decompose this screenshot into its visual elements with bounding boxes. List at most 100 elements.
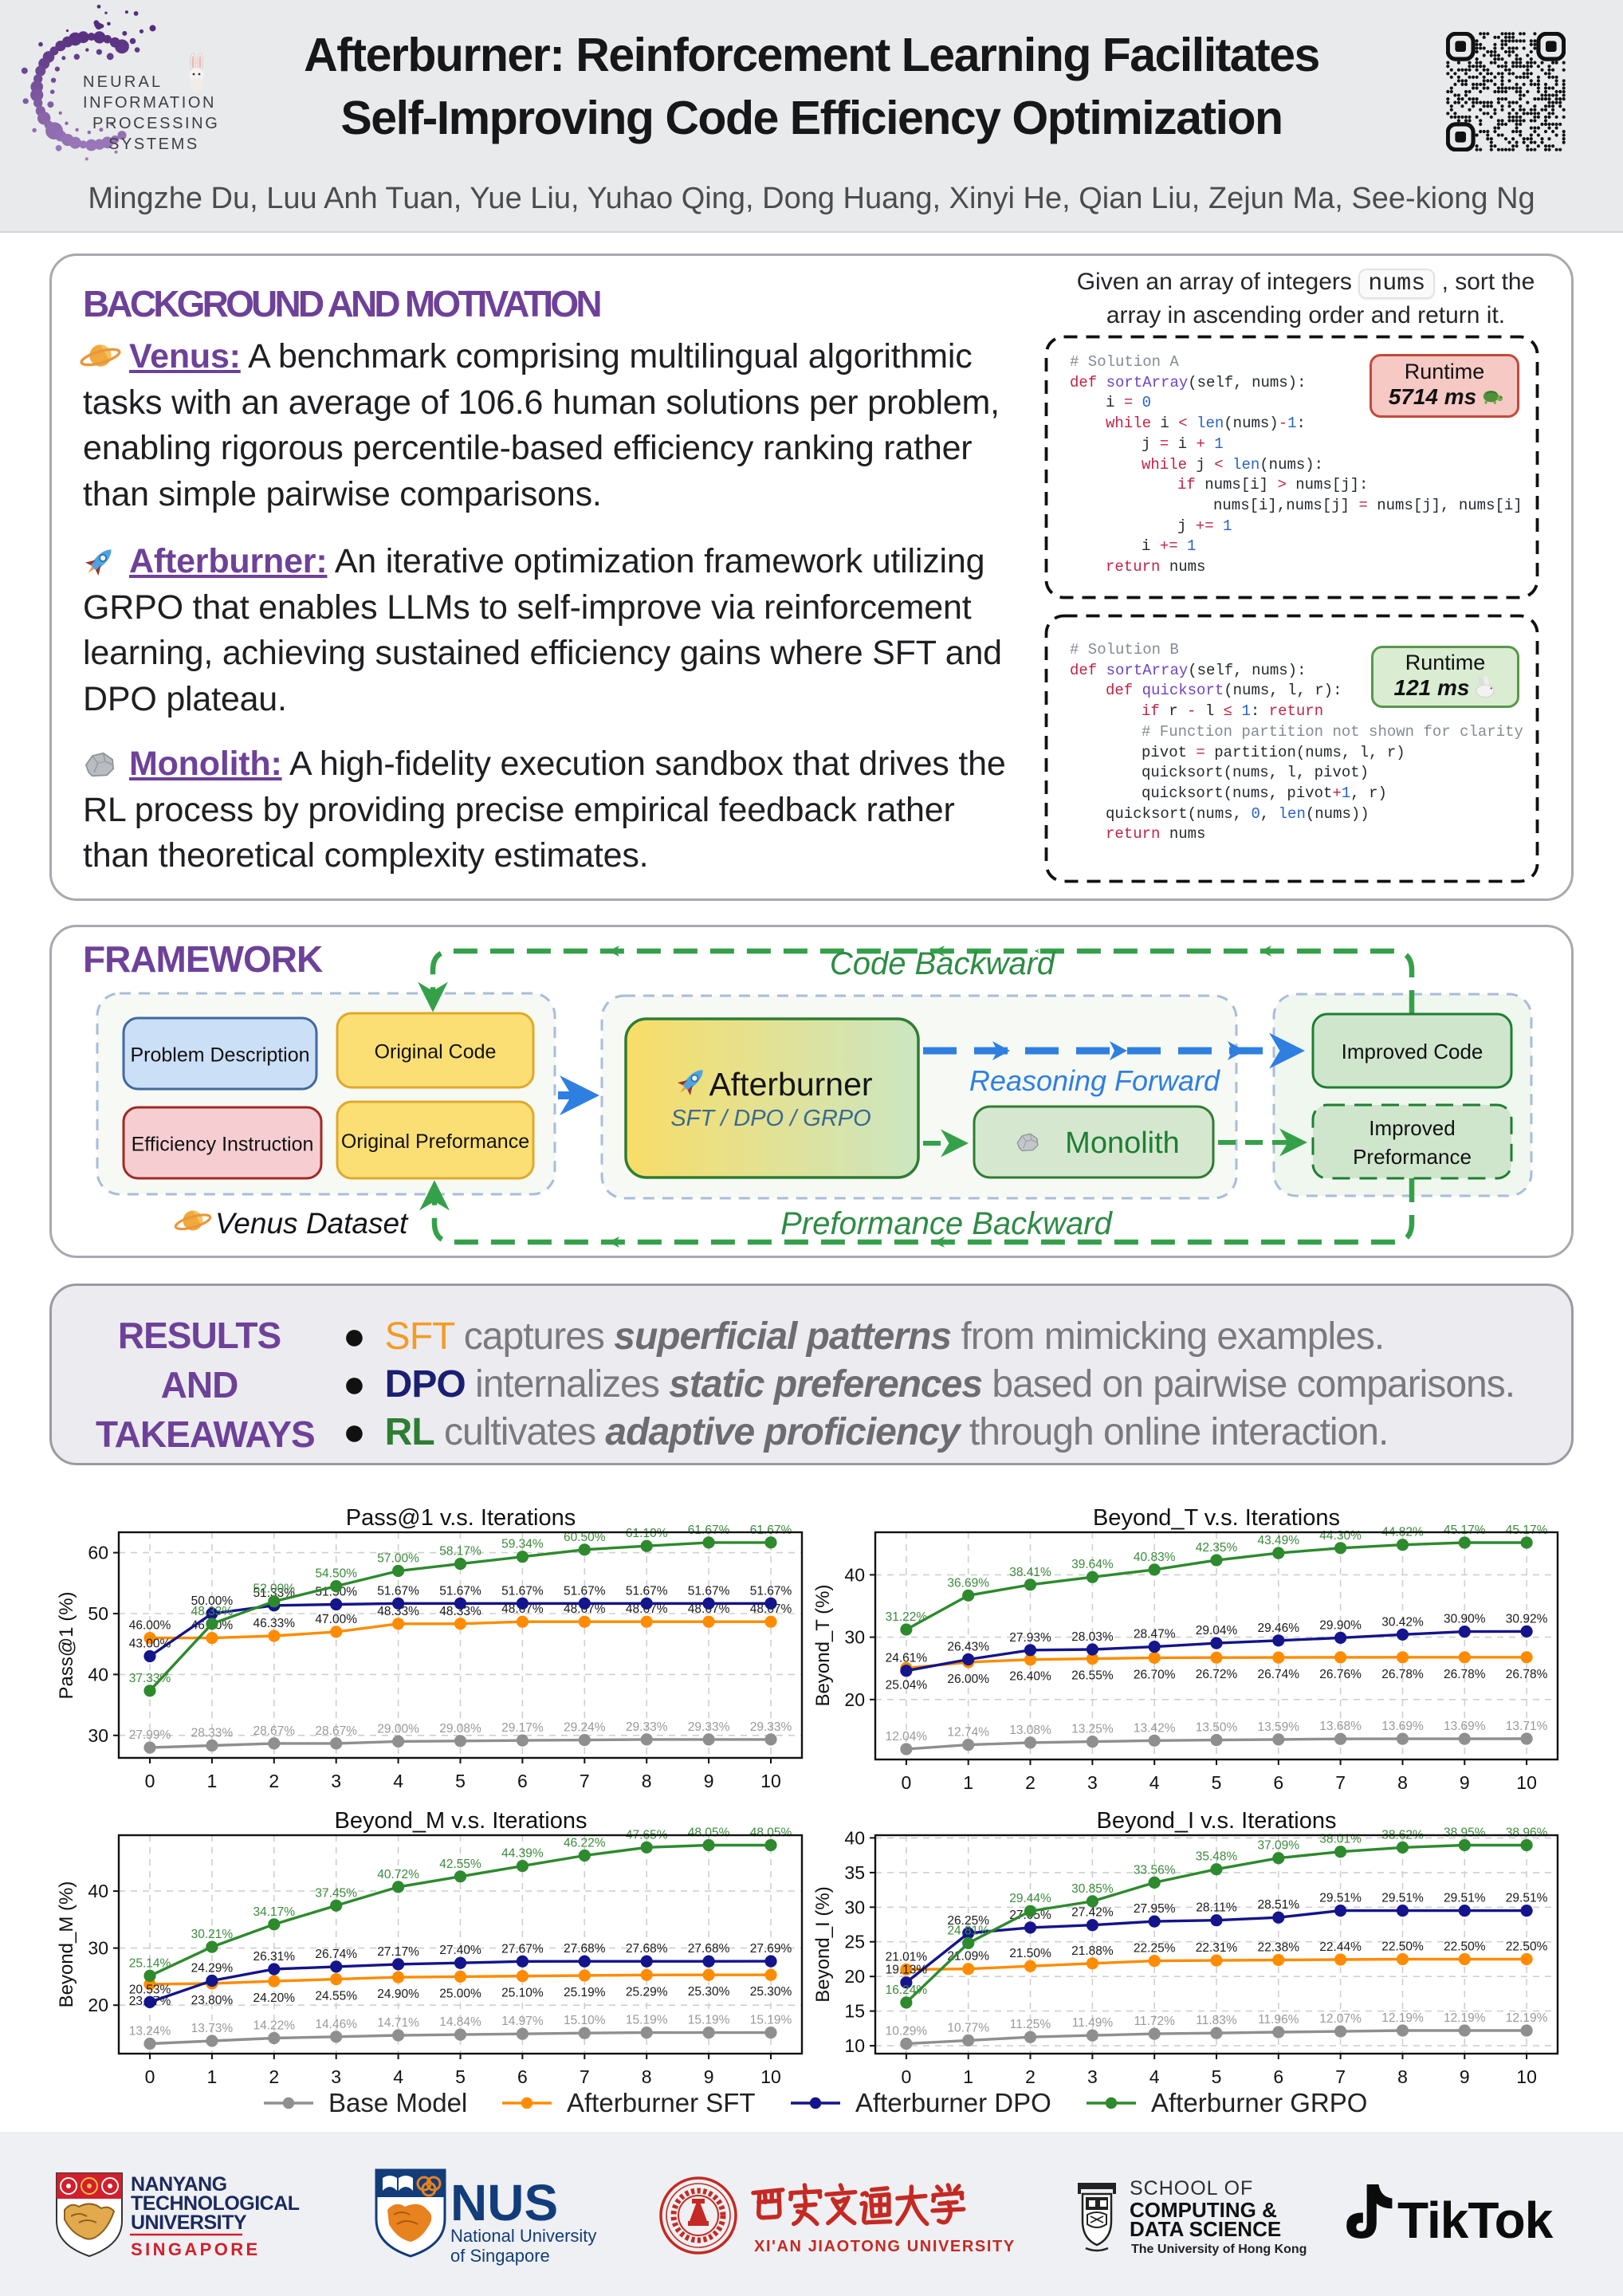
svg-text:30: 30	[88, 1938, 108, 1959]
svg-text:26.55%: 26.55%	[1071, 1669, 1114, 1683]
svg-text:10: 10	[760, 2066, 781, 2087]
svg-text:26.70%: 26.70%	[1134, 1668, 1176, 1681]
svg-text:25.10%: 25.10%	[501, 1987, 544, 2000]
svg-text:Code Backward: Code Backward	[830, 946, 1056, 981]
svg-text:10: 10	[760, 1771, 781, 1791]
svg-text:30.21%: 30.21%	[191, 1928, 234, 1941]
svg-text:SINGAPORE: SINGAPORE	[131, 2239, 261, 2259]
svg-text:2: 2	[269, 2066, 279, 2087]
svg-text:26.31%: 26.31%	[253, 1950, 296, 1964]
svg-text:2: 2	[1025, 2066, 1035, 2087]
svg-text:Afterburner SFT: Afterburner SFT	[567, 2088, 756, 2117]
svg-text:25.30%: 25.30%	[750, 1985, 792, 1999]
svg-text:26.43%: 26.43%	[947, 1641, 989, 1654]
svg-text:Problem Description: Problem Description	[130, 1044, 309, 1067]
svg-text:9: 9	[704, 2066, 714, 2087]
svg-text:XI'AN JIAOTONG UNIVERSITY: XI'AN JIAOTONG UNIVERSITY	[754, 2238, 1016, 2255]
svg-text:3: 3	[1087, 2066, 1098, 2087]
svg-text:7: 7	[1335, 2066, 1346, 2087]
svg-text:25.30%: 25.30%	[688, 1985, 730, 1999]
svg-text:13.50%: 13.50%	[1196, 1721, 1238, 1735]
svg-text:29.33%: 29.33%	[626, 1720, 668, 1734]
svg-text:25.19%: 25.19%	[564, 1986, 606, 1999]
svg-text:50.00%: 50.00%	[191, 1594, 234, 1608]
svg-text:Improved: Improved	[1369, 1116, 1455, 1140]
svg-text:30.90%: 30.90%	[1444, 1613, 1486, 1626]
svg-text:20: 20	[88, 1995, 108, 2015]
svg-text:2: 2	[1025, 1772, 1035, 1793]
svg-text:45.17%: 45.17%	[1444, 1523, 1486, 1537]
svg-text:29.51%: 29.51%	[1319, 1892, 1362, 1905]
svg-text:24.61%: 24.61%	[886, 1652, 928, 1665]
svg-text:48.33%: 48.33%	[377, 1605, 419, 1618]
svg-text:Pass@1 v.s. Iterations: Pass@1 v.s. Iterations	[346, 1505, 576, 1531]
svg-text:30.42%: 30.42%	[1381, 1615, 1424, 1629]
svg-text:15.19%: 15.19%	[688, 2014, 730, 2027]
svg-text:30: 30	[844, 1897, 865, 1917]
svg-text:Monolith: Monolith	[1065, 1126, 1180, 1160]
svg-text:60: 60	[88, 1543, 108, 1563]
svg-text:50: 50	[88, 1603, 108, 1624]
svg-text:40: 40	[844, 1827, 865, 1848]
svg-text:Efficiency Instruction: Efficiency Instruction	[132, 1134, 314, 1156]
svg-text:42.55%: 42.55%	[439, 1858, 481, 1871]
svg-text:1: 1	[207, 1771, 218, 1791]
svg-text:29.33%: 29.33%	[688, 1720, 730, 1734]
svg-text:24.20%: 24.20%	[253, 1991, 296, 2005]
svg-text:13.08%: 13.08%	[1009, 1724, 1051, 1737]
svg-text:29.51%: 29.51%	[1506, 1892, 1548, 1905]
svg-text:51.33%: 51.33%	[253, 1586, 296, 1600]
svg-text:TikTok: TikTok	[1397, 2192, 1554, 2249]
svg-text:26.40%: 26.40%	[1009, 1670, 1051, 1684]
svg-text:Afterburner: Afterburner	[709, 1066, 872, 1103]
svg-text:20.53%: 20.53%	[129, 1983, 171, 1996]
svg-text:28.51%: 28.51%	[1258, 1898, 1300, 1912]
svg-text:Original Preformance: Original Preformance	[341, 1130, 529, 1153]
svg-text:15.10%: 15.10%	[564, 2014, 606, 2027]
svg-text:27.68%: 27.68%	[688, 1942, 730, 1956]
svg-text:9: 9	[1460, 2066, 1470, 2087]
svg-text:30.92%: 30.92%	[1506, 1612, 1548, 1626]
svg-text:43.49%: 43.49%	[1258, 1534, 1300, 1547]
svg-text:30.85%: 30.85%	[1071, 1882, 1114, 1896]
svg-text:0: 0	[145, 1771, 155, 1791]
svg-text:25.04%: 25.04%	[886, 1678, 928, 1692]
svg-text:40.72%: 40.72%	[377, 1868, 419, 1881]
svg-text:25.29%: 25.29%	[626, 1985, 668, 1999]
svg-text:44.30%: 44.30%	[1319, 1529, 1362, 1543]
svg-text:6: 6	[517, 2066, 528, 2087]
svg-text:51.67%: 51.67%	[439, 1584, 481, 1598]
svg-text:26.25%: 26.25%	[947, 1914, 989, 1928]
svg-text:5: 5	[455, 2066, 466, 2087]
svg-text:SCHOOL OF: SCHOOL OF	[1130, 2177, 1253, 2200]
svg-text:SYSTEMS: SYSTEMS	[108, 136, 199, 153]
svg-text:24.81%: 24.81%	[947, 1924, 989, 1937]
svg-text:27.99%: 27.99%	[129, 1728, 171, 1742]
svg-text:25.00%: 25.00%	[439, 1987, 481, 2000]
svg-text:21.01%: 21.01%	[886, 1950, 928, 1964]
svg-text:20: 20	[844, 1689, 865, 1710]
svg-text:37.33%: 37.33%	[129, 1672, 171, 1685]
svg-text:3: 3	[331, 1771, 341, 1791]
svg-text:29.33%: 29.33%	[750, 1720, 792, 1734]
svg-text:48.33%: 48.33%	[439, 1605, 481, 1618]
svg-text:61.10%: 61.10%	[626, 1527, 668, 1540]
svg-text:Beyond_I v.s. Iterations: Beyond_I v.s. Iterations	[1097, 1808, 1337, 1834]
svg-text:National University: National University	[450, 2226, 596, 2246]
svg-text:28.67%: 28.67%	[253, 1724, 296, 1738]
svg-text:28.67%: 28.67%	[315, 1724, 357, 1738]
svg-text:0: 0	[145, 2066, 155, 2087]
svg-text:21.88%: 21.88%	[1071, 1944, 1114, 1958]
svg-text:11.72%: 11.72%	[1134, 2015, 1175, 2028]
svg-text:13.69%: 13.69%	[1444, 1720, 1486, 1733]
svg-text:Preformance Backward: Preformance Backward	[780, 1206, 1113, 1241]
svg-text:10: 10	[844, 2035, 865, 2056]
svg-text:48.33%: 48.33%	[191, 1605, 234, 1618]
svg-text:54.50%: 54.50%	[315, 1567, 357, 1581]
svg-text:8: 8	[642, 1771, 652, 1791]
svg-text:10.29%: 10.29%	[886, 2025, 928, 2038]
svg-text:60.50%: 60.50%	[564, 1531, 606, 1544]
svg-text:27.67%: 27.67%	[501, 1942, 544, 1956]
svg-text:11.96%: 11.96%	[1258, 2013, 1299, 2027]
svg-text:11.49%: 11.49%	[1072, 2016, 1114, 2030]
